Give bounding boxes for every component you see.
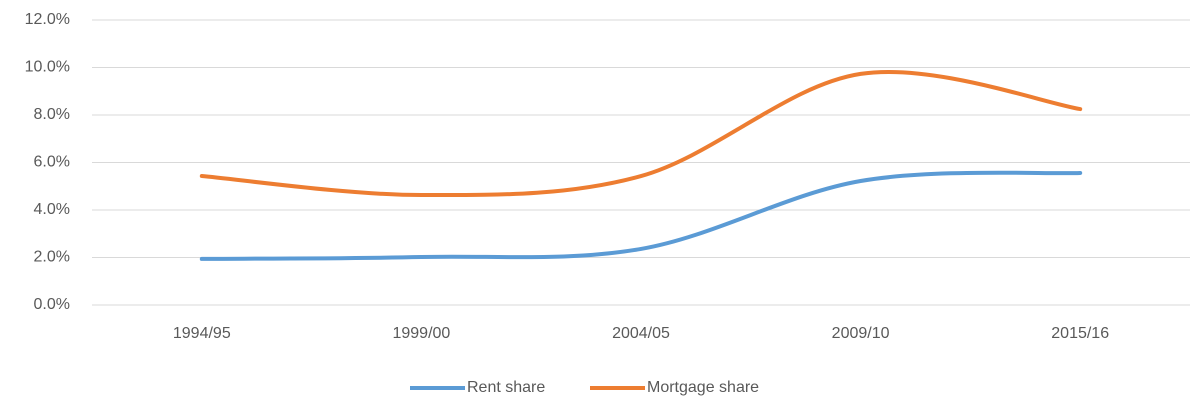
y-tick-label: 12.0%	[25, 11, 70, 28]
y-tick-label: 10.0%	[25, 59, 70, 76]
x-tick-label: 2009/10	[832, 325, 890, 342]
x-tick-label: 1994/95	[173, 325, 231, 342]
x-tick-label: 2015/16	[1051, 325, 1109, 342]
legend-label: Mortgage share	[647, 379, 759, 396]
legend-label: Rent share	[467, 379, 545, 396]
x-tick-label: 2004/05	[612, 325, 670, 342]
y-tick-label: 8.0%	[34, 106, 70, 123]
x-tick-label: 1999/00	[392, 325, 450, 342]
series-line	[199, 69, 1083, 198]
y-tick-label: 0.0%	[34, 296, 70, 313]
y-tick-label: 6.0%	[34, 154, 70, 171]
y-tick-label: 2.0%	[34, 249, 70, 266]
series-line	[199, 170, 1083, 261]
y-tick-label: 4.0%	[34, 201, 70, 218]
